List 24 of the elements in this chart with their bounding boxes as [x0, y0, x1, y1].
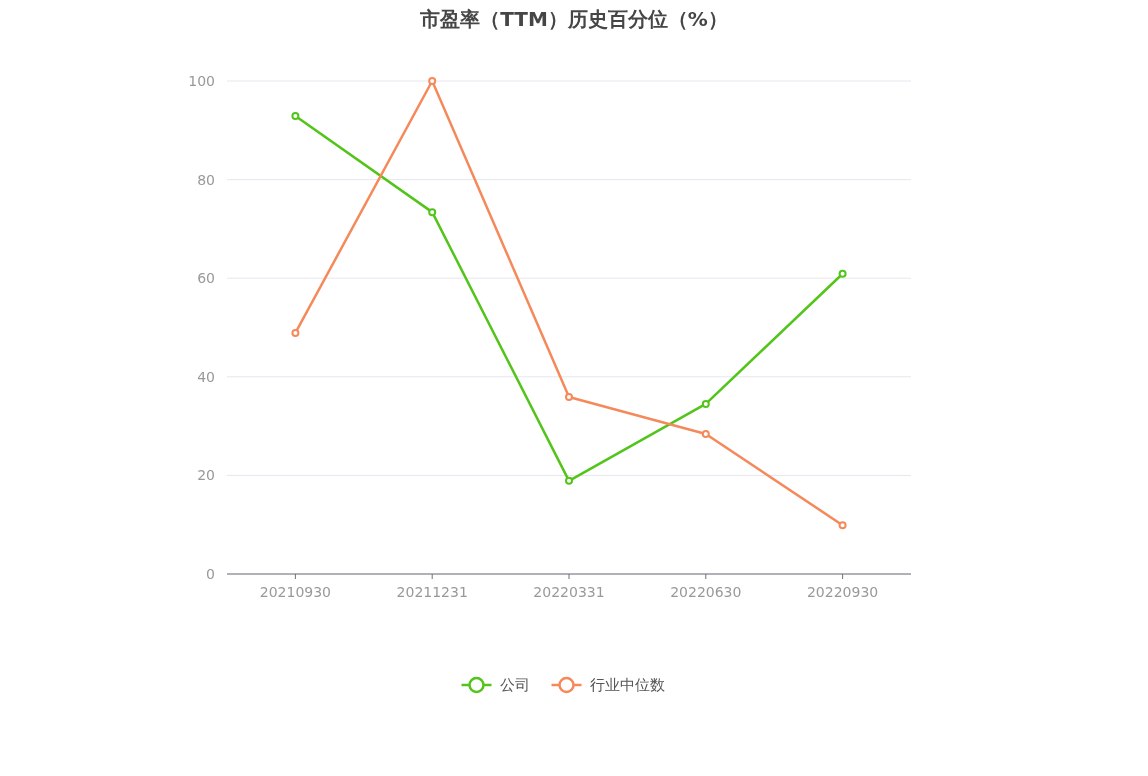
legend-label: 公司: [499, 676, 530, 694]
point: [428, 208, 437, 217]
x-tick-label: 20220630: [670, 584, 742, 600]
y-tick-label: 60: [197, 270, 215, 287]
point: [291, 112, 300, 120]
y-tick-label: 100: [188, 73, 215, 89]
point: [701, 399, 710, 408]
x-tick-label: 20220930: [806, 584, 879, 600]
point: [701, 429, 710, 438]
point: [838, 521, 847, 530]
x-tick-label: 20211231: [396, 584, 468, 600]
point: [565, 393, 573, 402]
point: [838, 269, 847, 278]
chart-title: 市盈率（TTM）历史百分位（%）: [419, 7, 728, 31]
x-tick-label: 20210930: [259, 584, 332, 600]
point: [565, 476, 573, 485]
y-tick-label: 0: [206, 566, 215, 582]
legend-label: 行业中位数: [589, 676, 665, 694]
point: [291, 328, 300, 337]
x-tick-label: 20220331: [533, 584, 605, 600]
y-tick-label: 80: [197, 171, 215, 188]
y-tick-label: 40: [197, 368, 215, 385]
point: [428, 77, 437, 85]
y-tick-label: 20: [197, 467, 215, 484]
